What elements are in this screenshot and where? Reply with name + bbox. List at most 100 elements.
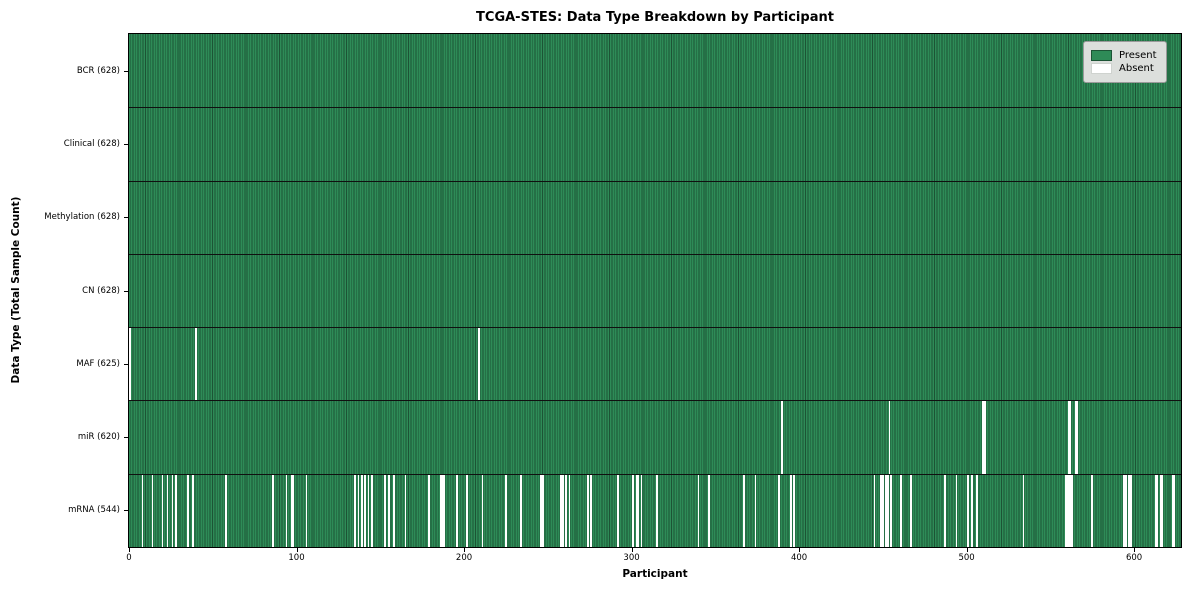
absent-line xyxy=(285,473,288,547)
absent-line xyxy=(129,327,131,401)
x-tick-mark xyxy=(1134,548,1136,552)
absent-line xyxy=(225,473,228,547)
absent-line xyxy=(1124,473,1127,547)
heatmap-row-BCR xyxy=(129,34,1181,108)
absent-line xyxy=(456,473,459,547)
absent-line xyxy=(880,473,883,547)
absent-line xyxy=(967,473,970,547)
absent-line xyxy=(1156,473,1159,547)
row-separator xyxy=(129,327,1181,329)
absent-line xyxy=(1128,473,1130,547)
y-tick-mark xyxy=(124,70,128,72)
absent-line xyxy=(984,400,986,474)
absent-line xyxy=(481,473,484,547)
absent-line xyxy=(478,327,480,401)
x-tick-mark xyxy=(296,548,298,552)
x-tick-label-0: 0 xyxy=(126,553,132,563)
x-tick-label-600: 600 xyxy=(1125,553,1143,563)
absent-line xyxy=(1074,400,1077,474)
legend-item-absent: Absent xyxy=(1091,63,1157,74)
absent-line xyxy=(590,473,593,547)
absent-line xyxy=(885,473,888,547)
absent-line xyxy=(439,473,442,547)
y-tick-mark xyxy=(124,143,128,145)
absent-line xyxy=(1071,473,1073,547)
absent-line xyxy=(900,473,903,547)
x-tick-label-100: 100 xyxy=(288,553,305,563)
absent-line xyxy=(505,473,507,547)
absent-line xyxy=(707,473,710,547)
present-swatch-icon xyxy=(1091,50,1112,61)
absent-line xyxy=(1173,473,1176,547)
absent-line xyxy=(793,473,795,547)
absent-line xyxy=(561,473,564,547)
absent-line xyxy=(292,473,295,547)
absent-line xyxy=(1067,400,1070,474)
absent-line xyxy=(1064,473,1067,547)
absent-line xyxy=(888,400,891,474)
absent-line xyxy=(357,473,360,547)
y-tick-label-Clinical: Clinical (628) xyxy=(63,138,120,149)
y-tick-mark xyxy=(124,217,128,219)
absent-line xyxy=(191,473,194,547)
absent-line xyxy=(655,473,658,547)
absent-line xyxy=(1067,473,1070,547)
absent-line xyxy=(1069,473,1072,547)
absent-line xyxy=(955,473,958,547)
absent-line xyxy=(370,473,373,547)
x-tick-mark xyxy=(966,548,968,552)
absent-line xyxy=(175,473,177,547)
y-tick-label-CN: CN (628) xyxy=(82,285,120,296)
x-tick-mark xyxy=(799,548,801,552)
x-tick-mark xyxy=(129,548,130,552)
absent-line xyxy=(305,473,308,547)
absent-line xyxy=(1154,473,1157,547)
absent-line xyxy=(427,473,430,547)
absent-line xyxy=(1171,473,1174,547)
absent-line xyxy=(161,473,164,547)
y-tick-mark xyxy=(124,437,128,439)
absent-line xyxy=(910,473,913,547)
absent-line xyxy=(778,473,780,547)
absent-line xyxy=(873,473,876,547)
x-tick-label-500: 500 xyxy=(958,553,975,563)
y-tick-label-Methylation: Methylation (628) xyxy=(44,212,120,223)
absent-line xyxy=(640,473,643,547)
absent-line xyxy=(141,473,144,547)
absent-swatch-icon xyxy=(1091,63,1112,74)
absent-line xyxy=(881,473,884,547)
heatmap-row-miR xyxy=(129,400,1181,474)
absent-line xyxy=(392,473,395,547)
absent-line xyxy=(789,473,792,547)
absent-line xyxy=(697,473,700,547)
plot-area: Present Absent xyxy=(128,33,1182,548)
absent-line xyxy=(982,400,985,474)
y-tick-label-mRNA: mRNA (544) xyxy=(68,505,120,516)
legend-label-absent: Absent xyxy=(1119,63,1154,74)
absent-line xyxy=(565,473,568,547)
row-separator xyxy=(129,253,1181,255)
absent-line xyxy=(540,473,542,547)
heatmap-row-MAF xyxy=(129,327,1181,401)
heatmap-row-mRNA xyxy=(129,473,1181,547)
absent-line xyxy=(886,473,889,547)
row-separator xyxy=(129,473,1181,475)
absent-line xyxy=(970,473,973,547)
legend: Present Absent xyxy=(1083,41,1167,83)
chart-title: TCGA-STES: Data Type Breakdown by Partic… xyxy=(476,10,834,25)
legend-label-present: Present xyxy=(1119,50,1157,61)
x-tick-mark xyxy=(464,548,466,552)
absent-line xyxy=(617,473,620,547)
absent-line xyxy=(754,473,757,547)
heatmap-row-Clinical xyxy=(129,107,1181,181)
absent-line xyxy=(186,473,189,547)
row-separator xyxy=(129,180,1181,182)
row-separator xyxy=(129,107,1181,109)
x-tick-label-300: 300 xyxy=(623,553,640,563)
absent-line xyxy=(742,473,745,547)
absent-line xyxy=(1159,473,1162,547)
absent-line xyxy=(568,473,571,547)
absent-line xyxy=(635,473,638,547)
absent-line xyxy=(1066,473,1068,547)
